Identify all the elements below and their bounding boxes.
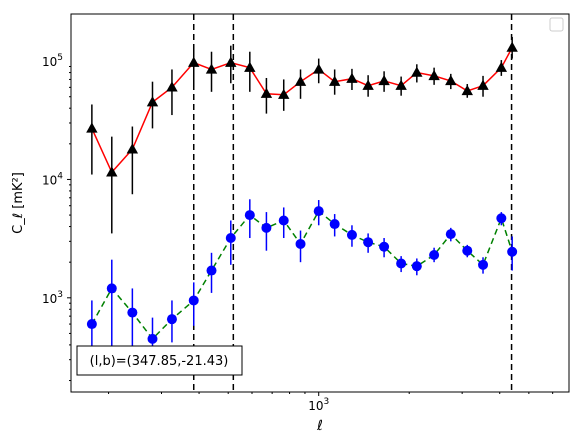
data-point [396,258,407,269]
plot-frame [70,13,570,393]
data-point [188,295,199,306]
data-point [395,79,407,90]
data-point [346,72,358,83]
data-point [363,237,374,248]
series-0 [86,36,518,234]
data-point [362,79,374,90]
data-point [126,143,139,154]
y-tick-label: 105 [42,53,63,69]
data-point [244,210,255,221]
data-point [106,283,117,294]
data-point [429,249,440,260]
data-point [428,69,440,81]
x-tick-label: 103 [308,397,329,413]
legend-box [549,17,564,32]
data-point [261,222,272,233]
data-point [278,215,289,226]
data-point [146,96,159,107]
data-point [106,166,118,177]
data-point [127,307,138,318]
data-point [244,61,256,72]
data-point [166,314,177,325]
data-point [260,87,273,98]
data-point [147,333,158,344]
data-point [225,233,236,244]
data-point [378,74,390,86]
data-point [346,229,357,240]
data-point [507,246,518,257]
data-point [313,206,324,217]
data-point [411,261,422,272]
data-point [329,219,340,230]
data-point [294,75,307,86]
data-point [462,245,473,256]
y-axis-label: C_ℓ [mK²] [11,172,26,234]
data-point [445,74,457,86]
data-point [461,84,473,96]
data-point [379,241,390,252]
data-point [478,259,489,270]
data-point [166,81,178,92]
data-point [477,79,489,90]
data-point [445,229,456,240]
data-point [328,75,341,86]
data-point [313,63,325,74]
data-point [188,56,200,67]
data-point [495,61,508,72]
x-axis-label: ℓ [316,418,323,434]
data-point [86,319,97,330]
y-tick-label: 103 [42,290,63,306]
series-1 [86,199,518,370]
data-point [206,265,217,276]
data-point [86,122,98,133]
data-point [205,63,218,74]
data-point [225,56,237,67]
annotation-box: (l,b)=(347.85,-21.43) [76,345,243,376]
data-point [496,213,507,224]
data-point [295,238,306,249]
y-tick-label: 104 [42,171,63,187]
plot-area [86,14,518,392]
data-point [278,88,290,99]
data-point [411,66,423,77]
data-point [506,41,518,52]
annotation-frame [76,345,243,376]
annotation-text: (l,b)=(347.85,-21.43) [90,354,229,369]
axes: 103 104 105 103 [42,53,554,413]
